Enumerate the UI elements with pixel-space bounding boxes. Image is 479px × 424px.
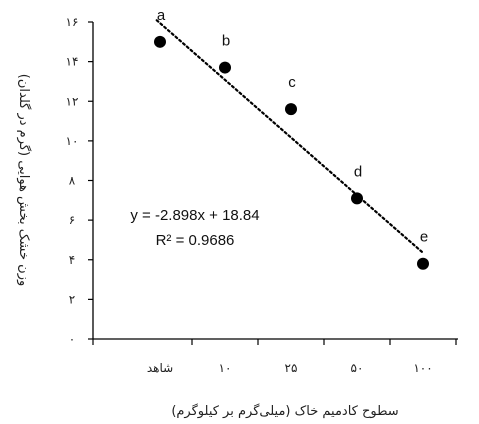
- significance-label: a: [157, 7, 166, 24]
- x-tick-label: ۵۰: [351, 361, 364, 375]
- r-squared-label: R² = 0.9686: [156, 232, 235, 249]
- significance-label: e: [420, 229, 428, 246]
- trendline: [155, 19, 425, 254]
- ticks: ۰ ۲ ۴ ۶ ۸ ۱۰ ۱۲ ۱۴ ۱۶ شاهد ۱۰ ۲۵ ۵۰ ۱۰۰: [66, 15, 457, 375]
- y-tick-label: ۸: [69, 174, 76, 188]
- data-points: a b c d e: [154, 7, 429, 270]
- x-tick-label: ۱۰۰: [413, 361, 432, 375]
- data-point: [219, 61, 231, 74]
- x-tick-label: ۱۰: [219, 361, 232, 375]
- x-tick-label: شاهد: [147, 361, 173, 375]
- y-axis-title: وزن خشک بخش هوایی (گرم در گلدان): [16, 74, 32, 286]
- y-tick-label: ۶: [69, 213, 75, 227]
- data-point: [417, 257, 429, 270]
- y-tick-label: ۱۶: [66, 15, 79, 29]
- y-tick-label: ۲: [69, 292, 75, 306]
- y-tick-label: ۱۲: [66, 94, 79, 108]
- data-point: [154, 35, 166, 48]
- y-tick-label: ۱۰: [66, 134, 79, 148]
- y-tick-label: ۱۴: [66, 55, 79, 69]
- trendline-equation: y = -2.898x + 18.84: [130, 207, 259, 224]
- x-tick-label: ۲۵: [285, 361, 298, 375]
- y-tick-label: ۰: [69, 332, 75, 346]
- y-tick-label: ۴: [69, 253, 75, 267]
- trendline-group: [155, 19, 425, 254]
- significance-label: c: [288, 74, 296, 91]
- significance-label: b: [222, 33, 230, 50]
- data-point: [351, 192, 363, 205]
- significance-label: d: [354, 163, 362, 180]
- data-point: [285, 103, 297, 116]
- x-axis-title: سطوح کادمیم خاک (میلی‌گرم بر کیلوگرم): [171, 403, 398, 419]
- axes: [92, 22, 458, 340]
